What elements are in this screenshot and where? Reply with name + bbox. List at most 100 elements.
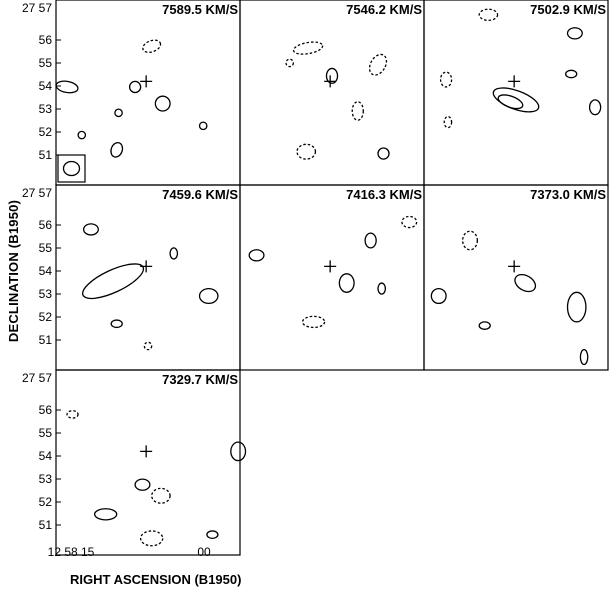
negative-contour bbox=[439, 71, 453, 88]
positive-contour bbox=[93, 508, 118, 521]
dec-tick-label: 53 bbox=[39, 472, 53, 486]
dec-tick-label: 51 bbox=[39, 148, 53, 162]
position-marker bbox=[324, 260, 337, 273]
negative-contour bbox=[461, 230, 479, 251]
positive-contour bbox=[110, 141, 124, 158]
positive-contour bbox=[514, 273, 537, 293]
channel-panel: 7502.9 KM/S bbox=[423, 0, 609, 186]
positive-contour bbox=[110, 319, 123, 329]
panel-frame bbox=[239, 184, 425, 371]
channel-panel: 7589.5 KM/S 27 57 56 55 54 53 52 51 bbox=[22, 0, 241, 186]
positive-contour bbox=[82, 263, 145, 300]
y-axis-label: DECLINATION (B1950) bbox=[6, 199, 21, 343]
positive-contour bbox=[154, 95, 171, 112]
position-marker bbox=[140, 260, 153, 273]
positive-contour bbox=[478, 321, 491, 330]
channel-panel: 7459.6 KM/S 27 57 56 55 54 53 52 51 bbox=[22, 184, 241, 371]
beam-ellipse bbox=[62, 160, 81, 177]
positive-contour bbox=[134, 478, 151, 491]
position-marker bbox=[140, 75, 153, 88]
velocity-label: 7589.5 KM/S bbox=[162, 2, 238, 17]
channel-panel: 7546.2 KM/S bbox=[239, 0, 425, 186]
positive-contour bbox=[430, 287, 447, 305]
positive-contour bbox=[198, 287, 219, 305]
negative-contour bbox=[139, 530, 164, 547]
negative-contour bbox=[443, 115, 453, 129]
dec-tick-label: 53 bbox=[39, 102, 53, 116]
channel-panel: 7373.0 KM/S bbox=[423, 184, 609, 371]
panel-frame bbox=[423, 184, 609, 371]
x-axis-label: RIGHT ASCENSION (B1950) bbox=[70, 572, 242, 587]
velocity-label: 7329.7 KM/S bbox=[162, 372, 238, 387]
position-marker bbox=[324, 75, 337, 88]
dec-tick-label: 27 57 bbox=[22, 186, 52, 200]
positive-contour bbox=[55, 80, 79, 94]
negative-contour bbox=[143, 341, 153, 351]
dec-tick-label: 51 bbox=[39, 518, 53, 532]
velocity-label: 7546.2 KM/S bbox=[346, 2, 422, 17]
dec-tick-label: 27 57 bbox=[22, 371, 52, 385]
positive-contour bbox=[248, 249, 265, 262]
position-marker bbox=[508, 75, 521, 88]
ra-tick-label: 00 bbox=[197, 545, 211, 559]
negative-contour bbox=[292, 41, 324, 55]
positive-contour bbox=[588, 99, 602, 116]
negative-contour bbox=[151, 487, 171, 504]
channel-panel: 7329.7 KM/S 27 57 56 55 54 53 52 51 12 58 15 00 bbox=[22, 369, 247, 559]
positive-contour bbox=[497, 94, 524, 110]
positive-contour bbox=[325, 67, 339, 84]
panel-frame bbox=[55, 184, 241, 371]
dec-tick-label: 55 bbox=[39, 241, 53, 255]
negative-contour bbox=[142, 39, 162, 53]
positive-contour bbox=[565, 69, 578, 79]
beam-box bbox=[57, 154, 86, 183]
negative-contour bbox=[401, 215, 418, 229]
velocity-label: 7459.6 KM/S bbox=[162, 187, 238, 202]
position-marker bbox=[508, 260, 521, 273]
dec-tick-label: 56 bbox=[39, 403, 53, 417]
positive-contour bbox=[566, 291, 587, 323]
dec-tick-label: 54 bbox=[39, 79, 53, 93]
positive-contour bbox=[169, 247, 179, 260]
positive-contour bbox=[128, 80, 142, 94]
panel-frame bbox=[423, 0, 609, 186]
positive-contour bbox=[364, 232, 377, 249]
velocity-label: 7373.0 KM/S bbox=[530, 187, 606, 202]
panel-frame bbox=[55, 0, 241, 186]
positive-contour bbox=[77, 130, 87, 140]
positive-contour bbox=[579, 348, 589, 366]
negative-contour bbox=[285, 58, 295, 68]
dec-tick-label: 56 bbox=[39, 218, 53, 232]
dec-tick-label: 55 bbox=[39, 426, 53, 440]
positive-contour bbox=[230, 441, 247, 462]
position-marker bbox=[140, 445, 153, 458]
negative-contour bbox=[478, 8, 499, 22]
dec-tick-label: 27 57 bbox=[22, 1, 52, 15]
ra-tick-label: 12 58 15 bbox=[48, 545, 95, 559]
dec-tick-label: 52 bbox=[39, 495, 53, 509]
dec-tick-label: 54 bbox=[39, 264, 53, 278]
negative-contour bbox=[66, 410, 79, 419]
positive-contour bbox=[206, 530, 219, 540]
dec-tick-label: 52 bbox=[39, 310, 53, 324]
dec-tick-label: 56 bbox=[39, 33, 53, 47]
positive-contour bbox=[377, 282, 387, 295]
dec-tick-label: 52 bbox=[39, 125, 53, 139]
velocity-label: 7502.9 KM/S bbox=[530, 2, 606, 17]
dec-tick-label: 51 bbox=[39, 333, 53, 347]
negative-contour bbox=[368, 53, 388, 76]
panel-frame bbox=[239, 0, 425, 186]
negative-contour bbox=[296, 143, 317, 160]
negative-contour bbox=[301, 315, 326, 329]
positive-contour bbox=[566, 27, 583, 40]
velocity-label: 7416.3 KM/S bbox=[346, 187, 422, 202]
dec-tick-label: 53 bbox=[39, 287, 53, 301]
panel-frame bbox=[55, 369, 241, 556]
positive-contour bbox=[377, 147, 390, 160]
positive-contour bbox=[82, 223, 99, 236]
dec-tick-label: 54 bbox=[39, 449, 53, 463]
channel-panel: 7416.3 KM/S bbox=[239, 184, 425, 371]
positive-contour bbox=[338, 273, 355, 293]
dec-tick-label: 55 bbox=[39, 56, 53, 70]
